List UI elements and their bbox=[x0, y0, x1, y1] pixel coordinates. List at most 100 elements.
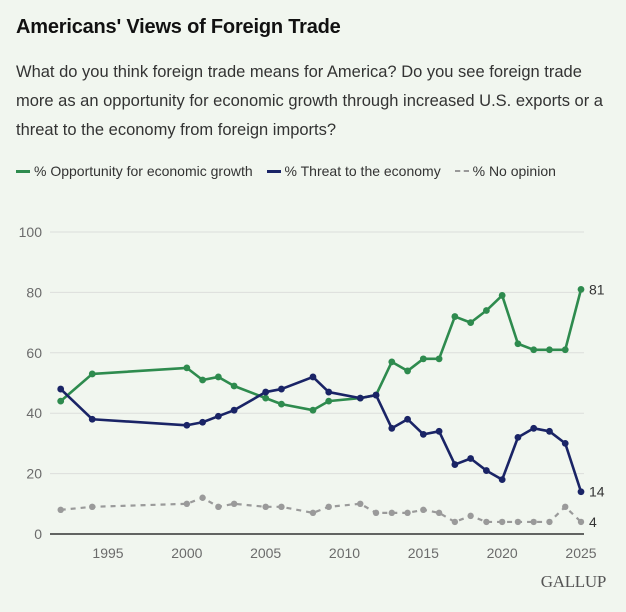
data-point-opportunity bbox=[451, 313, 459, 320]
data-point-opportunity bbox=[88, 370, 96, 378]
data-point-opportunity bbox=[199, 376, 207, 384]
data-point-no-opinion bbox=[498, 518, 506, 526]
data-point-threat bbox=[372, 391, 380, 399]
chart-subtitle: What do you think foreign trade means fo… bbox=[16, 63, 603, 139]
data-point-opportunity bbox=[498, 292, 506, 299]
data-point-threat bbox=[577, 488, 585, 496]
data-point-no-opinion bbox=[577, 518, 585, 526]
series-line-no-opinion bbox=[60, 496, 582, 524]
data-point-no-opinion bbox=[420, 506, 427, 514]
data-point-no-opinion bbox=[230, 500, 238, 507]
legend-swatch-opportunity bbox=[16, 169, 30, 173]
data-point-no-opinion bbox=[309, 509, 317, 517]
data-point-no-opinion bbox=[278, 503, 285, 511]
x-tick-label: 2005 bbox=[250, 545, 281, 561]
data-point-threat bbox=[530, 424, 538, 432]
y-tick-label: 100 bbox=[19, 224, 43, 240]
legend-label-no-opinion: % No opinion bbox=[472, 163, 556, 179]
end-label-threat: 14 bbox=[589, 484, 605, 500]
data-point-opportunity bbox=[214, 373, 222, 381]
y-axis-ticks: 0 20 40 60 80 100 bbox=[19, 224, 43, 542]
data-point-no-opinion bbox=[483, 518, 490, 526]
data-point-threat bbox=[498, 476, 506, 484]
data-point-opportunity bbox=[325, 397, 333, 405]
data-point-threat bbox=[388, 424, 396, 432]
data-point-threat bbox=[57, 385, 65, 393]
data-point-threat bbox=[419, 430, 427, 438]
legend-item-no-opinion: % No opinion bbox=[454, 163, 556, 179]
data-point-no-opinion bbox=[325, 503, 332, 511]
data-point-opportunity bbox=[183, 364, 191, 372]
data-point-no-opinion bbox=[357, 500, 364, 507]
data-point-opportunity bbox=[262, 394, 270, 402]
data-point-threat bbox=[546, 427, 553, 435]
legend: % Opportunity for economic growth % Thre… bbox=[16, 160, 576, 182]
data-point-opportunity bbox=[435, 355, 443, 363]
data-point-opportunity bbox=[404, 367, 411, 375]
data-point-threat bbox=[356, 394, 364, 402]
data-point-no-opinion bbox=[215, 503, 222, 511]
legend-swatch-no-opinion bbox=[454, 170, 469, 173]
data-point-threat bbox=[214, 412, 222, 420]
data-point-no-opinion bbox=[262, 503, 269, 511]
data-point-threat bbox=[514, 433, 522, 441]
data-point-no-opinion bbox=[199, 494, 206, 501]
data-point-threat bbox=[325, 388, 333, 396]
legend-label-opportunity: % Opportunity for economic growth bbox=[34, 163, 253, 179]
data-point-opportunity bbox=[514, 340, 522, 348]
data-point-threat bbox=[483, 467, 490, 474]
series-line-threat bbox=[59, 375, 583, 493]
data-point-no-opinion bbox=[57, 506, 64, 514]
x-tick-label: 2000 bbox=[171, 545, 202, 561]
series-group bbox=[57, 285, 585, 526]
legend-label-threat: % Threat to the economy bbox=[284, 163, 441, 179]
data-point-opportunity bbox=[388, 358, 396, 366]
data-point-no-opinion bbox=[546, 518, 553, 526]
data-point-threat bbox=[262, 388, 270, 396]
legend-swatch-threat bbox=[266, 169, 281, 173]
data-point-opportunity bbox=[467, 319, 475, 326]
data-point-no-opinion bbox=[514, 518, 522, 526]
data-point-no-opinion bbox=[530, 518, 537, 526]
legend-item-opportunity: % Opportunity for economic growth bbox=[16, 163, 257, 179]
data-point-threat bbox=[561, 440, 569, 447]
x-tick-label: 1995 bbox=[92, 545, 123, 561]
data-point-opportunity bbox=[419, 355, 427, 363]
chart-title: Americans' Views of Foreign Trade bbox=[16, 16, 341, 38]
data-point-opportunity bbox=[530, 346, 538, 354]
y-tick-label: 0 bbox=[34, 526, 42, 542]
data-point-no-opinion bbox=[388, 509, 395, 517]
series-line-opportunity bbox=[59, 289, 583, 412]
data-point-threat bbox=[309, 373, 317, 381]
line-chart: 0 20 40 60 80 100 1995 2000 2005 2010 2015 2020 202… bbox=[19, 224, 605, 561]
data-point-no-opinion bbox=[435, 509, 443, 517]
y-tick-label: 60 bbox=[26, 345, 42, 361]
data-point-opportunity bbox=[278, 400, 285, 408]
data-point-threat bbox=[88, 415, 96, 423]
end-label-opportunity: 81 bbox=[589, 281, 605, 297]
end-labels: 81 14 4 bbox=[589, 281, 605, 530]
data-point-threat bbox=[451, 461, 459, 468]
data-point-threat bbox=[435, 427, 443, 435]
data-point-opportunity bbox=[561, 346, 569, 354]
data-point-no-opinion bbox=[372, 509, 380, 517]
gallup-logo: GALLUP bbox=[540, 572, 607, 591]
data-point-opportunity bbox=[483, 307, 490, 314]
data-point-no-opinion bbox=[404, 509, 411, 517]
data-point-no-opinion bbox=[467, 512, 474, 520]
data-point-no-opinion bbox=[183, 500, 191, 507]
gridlines bbox=[50, 231, 584, 535]
x-tick-label: 2020 bbox=[487, 545, 518, 561]
data-point-no-opinion bbox=[451, 518, 459, 526]
data-point-opportunity bbox=[57, 397, 65, 405]
data-point-threat bbox=[467, 455, 475, 462]
data-point-threat bbox=[183, 421, 191, 429]
data-point-opportunity bbox=[309, 406, 317, 414]
data-point-threat bbox=[278, 385, 285, 393]
data-point-threat bbox=[199, 418, 207, 426]
x-axis-ticks: 1995 2000 2005 2010 2015 2020 2025 bbox=[92, 545, 596, 561]
data-point-threat bbox=[404, 415, 411, 423]
data-point-no-opinion bbox=[89, 503, 96, 511]
end-label-no-opinion: 4 bbox=[589, 514, 597, 530]
data-point-threat bbox=[230, 406, 238, 414]
